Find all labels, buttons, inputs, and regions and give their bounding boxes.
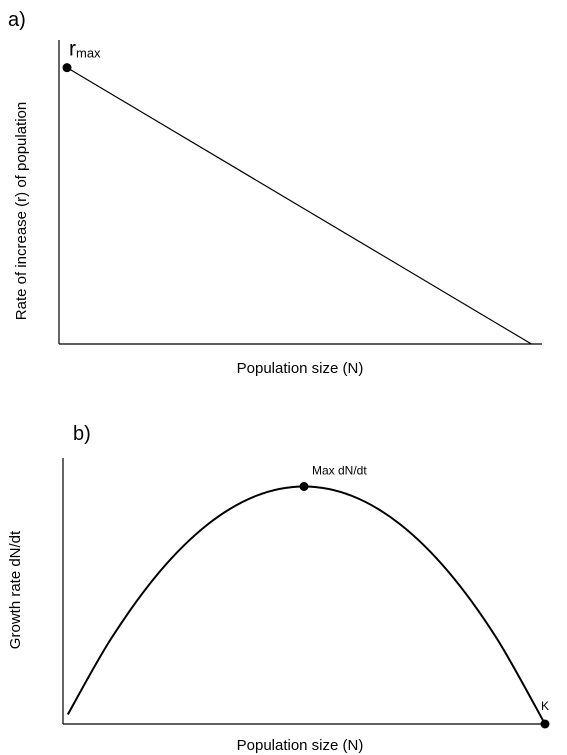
panel-b-marker-0	[299, 482, 309, 491]
panel-a-y-label: Rate of increase (r) of population	[13, 102, 30, 320]
panel-a: a) rmax Population size (N) Rate of incr…	[8, 9, 542, 377]
panel-b-marker-1	[540, 719, 550, 729]
panel-b-series-curve-0	[66, 485, 546, 725]
panel-a-annotation-subscript: max	[76, 46, 101, 61]
panel-b-annotation-0: Max dN/dt	[312, 464, 367, 478]
panel-b-y-label: Growth rate dN/dt	[7, 530, 24, 649]
panel-a-marker-0	[62, 63, 72, 73]
panel-b-label: b)	[73, 423, 91, 445]
panel-a-label: a)	[8, 9, 26, 31]
panel-a-annotation-0: rmax	[69, 38, 101, 61]
panel-b-plot: Max dN/dt K	[66, 464, 550, 729]
panel-a-x-label: Population size (N)	[237, 360, 364, 377]
panel-b-annotation-1: K	[541, 699, 549, 713]
panel-a-plot: rmax	[62, 38, 532, 345]
panel-a-series-line-0	[66, 67, 532, 345]
panel-b-x-label: Population size (N)	[237, 737, 364, 754]
panel-b: b) Max dN/dt K Population size (N) Growth…	[7, 423, 550, 754]
